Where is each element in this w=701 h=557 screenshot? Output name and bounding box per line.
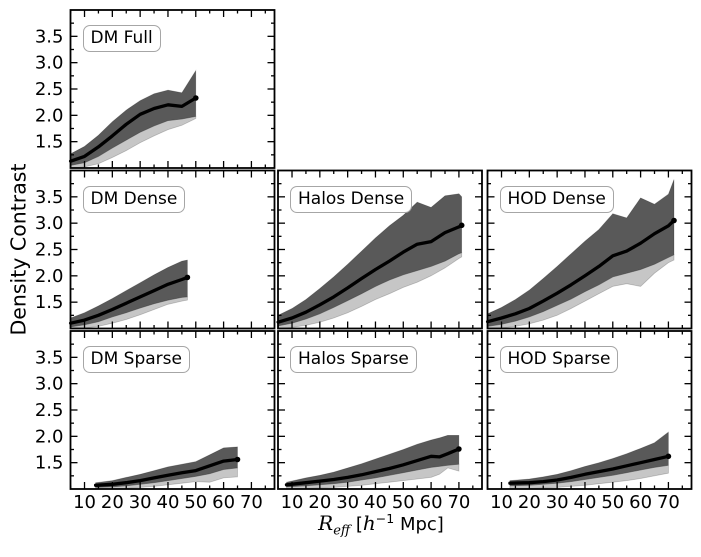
y-tick-label: 3.5 bbox=[35, 187, 64, 208]
xlabel-unit: Mpc] bbox=[394, 514, 444, 535]
y-tick-label: 2.0 bbox=[35, 105, 64, 126]
panel-hod-sparse bbox=[486, 330, 693, 490]
panel-frame bbox=[277, 169, 483, 330]
band-dark bbox=[277, 193, 463, 327]
x-tick-label: 20 bbox=[308, 492, 331, 513]
x-tick-label: 50 bbox=[392, 492, 415, 513]
x-tick-label: 50 bbox=[184, 492, 207, 513]
panel-label-hod-dense: HOD Dense bbox=[499, 185, 614, 213]
panel-hod-dense bbox=[485, 169, 693, 330]
band-dark bbox=[487, 179, 675, 327]
y-tick-label: 3.5 bbox=[35, 347, 64, 368]
panel-label-halos-sparse: Halos Sparse bbox=[290, 346, 417, 373]
panel-frame bbox=[486, 330, 693, 490]
panel-label-dm-sparse: DM Sparse bbox=[82, 346, 190, 373]
panel-halos-sparse bbox=[277, 330, 483, 490]
x-tick-label: 40 bbox=[364, 492, 387, 513]
xlabel-superscript-minus1: −1 bbox=[375, 511, 395, 526]
y-tick-label: 1.5 bbox=[35, 453, 64, 474]
band-dark bbox=[70, 259, 188, 328]
x-tick-label: 70 bbox=[240, 492, 263, 513]
xlabel-symbol-h: h bbox=[362, 511, 376, 535]
line-end-marker bbox=[671, 217, 677, 224]
panel-dm-dense bbox=[68, 169, 276, 330]
x-tick-label: 60 bbox=[420, 492, 443, 513]
panel-label-halos-dense: Halos Dense bbox=[290, 185, 413, 213]
panel-frame bbox=[69, 330, 276, 490]
y-tick-label: 3.0 bbox=[35, 213, 64, 234]
panel-label-dm-dense: DM Dense bbox=[82, 185, 186, 213]
line-end-marker bbox=[234, 456, 241, 463]
x-tick-label: 10 bbox=[281, 492, 304, 513]
x-tick-label: 40 bbox=[157, 492, 180, 513]
panel-halos-dense bbox=[276, 169, 483, 330]
x-tick-label: 10 bbox=[73, 492, 96, 513]
x-tick-label: 30 bbox=[336, 492, 359, 513]
median-line bbox=[276, 223, 464, 324]
y-tick-label: 2.5 bbox=[35, 79, 64, 100]
line-end-marker bbox=[456, 446, 462, 452]
panel-dm-sparse bbox=[69, 330, 276, 490]
y-tick-label: 2.5 bbox=[35, 240, 64, 261]
x-tick-label: 70 bbox=[657, 492, 680, 513]
xlabel-bracket-open: [ bbox=[350, 514, 363, 535]
median-line bbox=[68, 96, 198, 163]
median-line bbox=[508, 454, 671, 485]
x-axis-label: Reff [h−1 Mpc] bbox=[181, 511, 581, 539]
line-end-marker bbox=[665, 453, 672, 460]
median-line bbox=[68, 275, 190, 325]
x-tick-label: 20 bbox=[518, 492, 541, 513]
x-tick-label: 60 bbox=[629, 492, 652, 513]
band-dark bbox=[286, 434, 460, 488]
line-end-marker bbox=[184, 274, 191, 281]
panel-frame bbox=[69, 9, 276, 169]
axis-ticks bbox=[69, 331, 275, 489]
x-tick-label: 50 bbox=[601, 492, 624, 513]
x-tick-label: 30 bbox=[129, 492, 152, 513]
median-line bbox=[93, 457, 240, 487]
panel-frame bbox=[69, 169, 276, 330]
x-tick-label: 10 bbox=[490, 492, 513, 513]
panel-frame bbox=[277, 330, 483, 490]
y-tick-label: 1.5 bbox=[35, 132, 64, 153]
xlabel-subscript-eff: eff bbox=[333, 523, 351, 539]
y-axis-label: Density Contrast bbox=[6, 163, 31, 336]
x-tick-label: 40 bbox=[574, 492, 597, 513]
median-line bbox=[485, 218, 676, 324]
panel-dm-full bbox=[68, 9, 276, 169]
y-tick-label: 2.0 bbox=[35, 266, 64, 287]
x-tick-label: 30 bbox=[546, 492, 569, 513]
x-tick-label: 70 bbox=[447, 492, 470, 513]
x-tick-label: 60 bbox=[212, 492, 235, 513]
panel-label-hod-sparse: HOD Sparse bbox=[499, 346, 619, 373]
y-tick-label: 2.5 bbox=[35, 400, 64, 421]
xlabel-symbol-R: R bbox=[318, 511, 334, 535]
panel-label-dm-full: DM Full bbox=[82, 25, 161, 52]
y-tick-label: 3.5 bbox=[35, 26, 64, 47]
y-tick-label: 2.0 bbox=[35, 426, 64, 447]
panel-frame bbox=[486, 169, 693, 330]
line-end-marker bbox=[193, 95, 199, 101]
band-dark bbox=[95, 446, 238, 488]
y-tick-label: 3.0 bbox=[35, 374, 64, 395]
line-end-marker bbox=[458, 222, 465, 229]
y-tick-label: 3.0 bbox=[35, 53, 64, 74]
x-tick-label: 20 bbox=[101, 492, 124, 513]
y-tick-label: 1.5 bbox=[35, 292, 64, 313]
median-line bbox=[284, 447, 461, 487]
